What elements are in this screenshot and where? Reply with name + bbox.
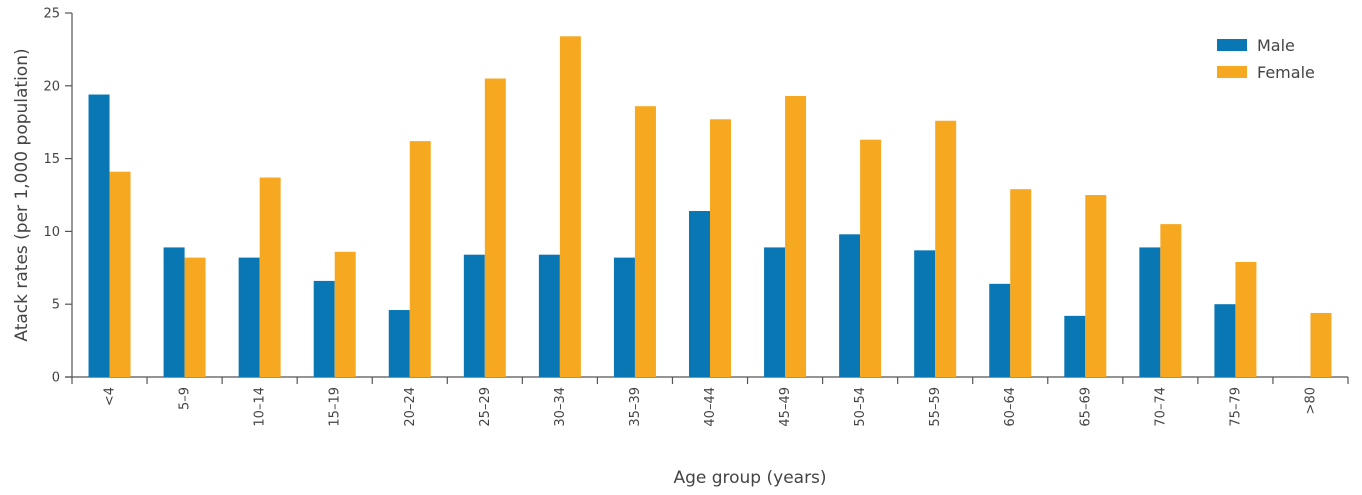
x-tick-label: 15–19	[328, 387, 343, 427]
x-tick-label: 70–74	[1153, 387, 1168, 427]
bar-female-4	[409, 141, 431, 377]
x-tick-label: 30–34	[553, 387, 568, 427]
bar-female-14	[1160, 224, 1182, 377]
bar-female-8	[710, 119, 731, 378]
x-tick-label: 35–39	[628, 387, 643, 427]
bar-female-12	[1010, 189, 1032, 377]
y-axis: 0 5 10 15 20 25	[43, 7, 73, 386]
y-tick-label: 0	[52, 371, 60, 386]
x-tick-label: 60–64	[1003, 387, 1018, 427]
bar-female-10	[860, 139, 882, 377]
bar-male-2	[238, 257, 260, 377]
bar-female-1	[184, 257, 206, 377]
legend-label-female: Female	[1257, 63, 1315, 82]
bar-male-15	[1214, 304, 1236, 377]
legend-swatch-female	[1217, 66, 1247, 78]
bar-female-0	[109, 171, 131, 377]
y-axis-label: Atack rates (per 1,000 population)	[12, 48, 32, 341]
bar-male-14	[1139, 247, 1161, 377]
bar-female-9	[785, 95, 807, 377]
x-tick-label: >80	[1303, 387, 1318, 414]
legend-label-male: Male	[1257, 36, 1295, 55]
y-tick-label: 15	[43, 152, 60, 167]
bar-male-8	[689, 211, 710, 377]
x-tick-label: 40–44	[703, 387, 718, 427]
x-axis-label: Age group (years)	[673, 468, 826, 488]
bar-female-3	[334, 251, 356, 377]
bar-male-0	[88, 94, 110, 377]
bar-male-3	[313, 280, 335, 377]
bar-male-13	[1064, 315, 1086, 377]
bar-male-5	[463, 254, 485, 377]
bar-male-9	[764, 247, 786, 377]
bar-female-11	[935, 120, 957, 377]
x-tick-label: 65–69	[1078, 387, 1093, 427]
x-tick-label: 50–54	[853, 387, 868, 427]
x-tick-label: 10–14	[253, 387, 268, 427]
x-tick-label: 25–29	[478, 387, 493, 427]
bar-female-6	[559, 36, 581, 378]
bar-male-12	[989, 283, 1011, 377]
bar-male-6	[538, 254, 560, 377]
y-tick-label: 25	[43, 7, 60, 22]
x-tick-label: 55–59	[928, 387, 943, 427]
bar-male-1	[163, 247, 185, 377]
x-tick-label: 5–9	[178, 387, 193, 410]
bar-female-5	[484, 78, 506, 378]
y-tick-label: 10	[43, 225, 60, 240]
x-tick-label: 45–49	[778, 387, 793, 427]
legend: Male Female	[1217, 36, 1315, 82]
bar-female-7	[634, 106, 656, 378]
legend-swatch-male	[1217, 39, 1247, 51]
bar-female-16	[1310, 312, 1332, 377]
bars	[88, 36, 1332, 378]
x-tick-label: <4	[103, 387, 118, 406]
x-tick-label: 75–79	[1228, 387, 1243, 427]
y-tick-label: 5	[52, 298, 60, 313]
x-axis: <4 5–9 10–14 15–19 20–24 25–29 30–34 35–39 40–44…	[65, 376, 1349, 427]
bar-female-15	[1235, 261, 1257, 377]
bar-female-2	[259, 177, 281, 377]
bar-male-10	[839, 234, 861, 377]
bar-male-4	[388, 310, 410, 377]
y-tick-label: 20	[43, 79, 60, 94]
bar-female-13	[1085, 195, 1107, 377]
x-tick-label: 20–24	[403, 387, 418, 427]
bar-male-7	[613, 257, 635, 377]
bar-male-11	[914, 250, 936, 377]
